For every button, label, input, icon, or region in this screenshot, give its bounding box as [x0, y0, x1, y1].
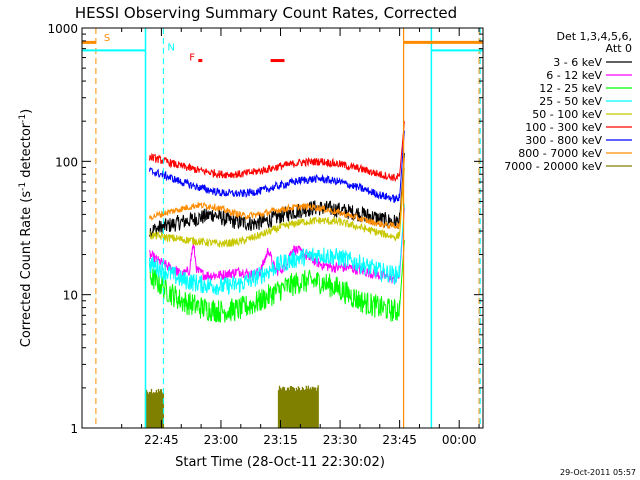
legend-label: 800 - 7000 keV — [518, 147, 602, 160]
flag-label-n: N — [167, 42, 174, 53]
y-tick-label: 10 — [63, 289, 78, 303]
y-label-sup2: -1 — [18, 114, 28, 123]
x-tick-label: 00:00 — [442, 433, 477, 447]
y-label-sup1: -1 — [18, 182, 28, 191]
x-tick-label: 23:45 — [382, 433, 417, 447]
flag-label-s: S — [104, 33, 110, 44]
y-axis-label: Corrected Count Rate (s-1 detector-1) — [18, 109, 34, 347]
series-line-3 — [149, 203, 405, 296]
olive-bar-cluster — [277, 385, 319, 428]
legend-title-2: Att 0 — [606, 42, 632, 55]
series-layer — [144, 121, 405, 428]
legend-label: 25 - 50 keV — [539, 95, 602, 108]
plot-frame — [81, 27, 484, 429]
olive-bar-cluster — [144, 388, 165, 428]
series-line-2 — [149, 240, 405, 323]
y-axis: 1 10 100 1000 — [47, 22, 483, 436]
x-tick-label: 23:15 — [263, 433, 298, 447]
legend-label: 3 - 6 keV — [553, 56, 602, 69]
y-tick-label: 1000 — [47, 22, 78, 36]
legend-label: 300 - 800 keV — [525, 134, 602, 147]
series-line-5 — [149, 121, 405, 183]
footer-timestamp: 29-Oct-2011 05:57 — [560, 468, 636, 477]
legend-title-1: Det 1,3,4,5,6, — [556, 30, 632, 43]
x-axis: 22:45 23:00 23:15 23:30 23:45 00:00 — [121, 28, 480, 447]
y-tick-label: 1 — [70, 422, 78, 436]
flag-label-f: F — [189, 53, 195, 64]
series-line-7 — [149, 158, 405, 230]
legend-label: 50 - 100 keV — [532, 108, 602, 121]
series-line-6 — [149, 130, 405, 203]
overlay-layer: S N F — [82, 28, 483, 428]
y-label-end: ) — [19, 109, 34, 114]
legend-label: 6 - 12 keV — [546, 69, 602, 82]
x-axis-label: Start Time (28-Oct-11 22:30:02) — [175, 455, 385, 470]
y-label-mid: detector — [19, 122, 34, 182]
y-tick-label: 100 — [55, 155, 78, 169]
series-line-4 — [149, 167, 405, 248]
chart-title: HESSI Observing Summary Count Rates, Cor… — [75, 4, 457, 22]
x-tick-label: 23:30 — [323, 433, 358, 447]
y-label-main: Corrected Count Rate (s — [19, 191, 34, 348]
legend-label: 100 - 300 keV — [525, 121, 602, 134]
legend-label: 7000 - 20000 keV — [504, 160, 602, 173]
legend-label: 12 - 25 keV — [539, 82, 602, 95]
x-tick-label: 22:45 — [144, 433, 179, 447]
x-tick-label: 23:00 — [204, 433, 239, 447]
